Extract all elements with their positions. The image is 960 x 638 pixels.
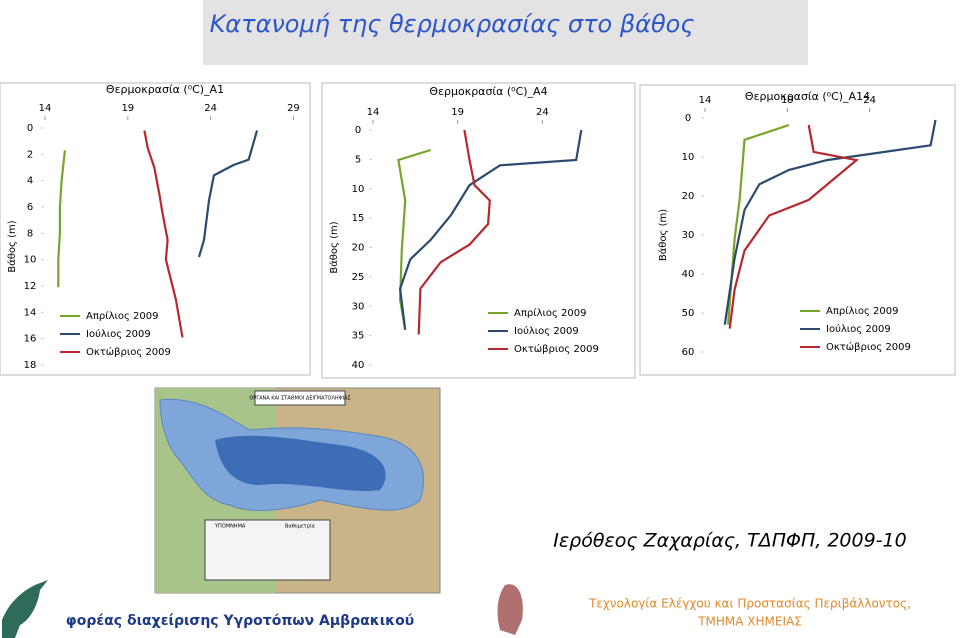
y-tick-label: 6 [27,202,33,213]
y-tick-label: 5 [355,154,361,165]
y-tick-label: 0 [685,113,691,124]
y-tick-label: 15 [352,213,365,224]
legend-label: Οκτώβριος 2009 [86,346,171,358]
y-tick-label: 25 [352,272,365,283]
legend-label: Απρίλιος 2009 [86,310,159,322]
y-tick-label: 0 [355,125,361,136]
emblem-logo [497,584,523,635]
x-tick-label: 19 [451,107,464,118]
y-tick-label: 18 [24,360,37,371]
x-tick-label: 14 [39,103,52,114]
y-tick-label: 50 [682,308,695,319]
chart-frame [321,82,636,379]
x-tick-label: 24 [204,103,217,114]
y-tick-label: 60 [682,347,695,358]
y-tick-label: 30 [682,230,695,241]
series-line [143,130,184,338]
map-bathymetry: Βαθυμετρία [285,523,315,530]
chart-frame [639,84,956,376]
map-legend-title: ΥΠΟΜΝΗΜΑ [214,524,246,530]
legend-label: Ιούλιος 2009 [86,328,151,340]
y-tick-label: 4 [27,176,33,187]
y-tick-label: 20 [682,191,695,202]
x-tick-label: 24 [863,95,876,106]
y-tick-label: 12 [24,281,37,292]
series-line [197,130,259,258]
author: Ιερόθεος Ζαχαρίας, ΤΔΠΦΠ, 2009-10 [553,530,906,552]
map: ΟΡΓΑΝΑ ΚΑΙ ΣΤΑΘΜΟΙ ΔΕΙΓΜΑΤΟΛΗΨΙΑΣ ΥΠΟΜΝΗ… [154,387,441,594]
legend-label: Οκτώβριος 2009 [826,341,911,353]
y-tick-label: 20 [352,243,365,254]
slide-title: Κατανομή της θερμοκρασίας στο βάθος [210,10,695,38]
chart-title: Θερμοκρασία (⁰C)_A1 [106,83,224,96]
y-tick-label: 35 [352,331,365,342]
y-tick-label: 14 [24,307,37,318]
x-tick-label: 14 [699,95,712,106]
chart: Θερμοκρασία (⁰C)_A14 Βάθος (m) 14 19 24 0 10 20… [639,84,956,376]
x-tick-label: 19 [781,95,794,106]
title-banner [203,0,808,65]
x-tick-label: 14 [367,107,380,118]
chart: Θερμοκρασία (⁰C)_A4 Βάθος (m) 14 19 24 0 5 10 15… [321,82,636,379]
map-title: ΟΡΓΑΝΑ ΚΑΙ ΣΤΑΘΜΟΙ ΔΕΙΓΜΑΤΟΛΗΨΙΑΣ [249,396,350,402]
map-legend-box [204,519,331,581]
series-line [57,150,66,288]
series-line [417,129,491,335]
series-line [728,124,859,329]
legend-label: Ιούλιος 2009 [514,325,579,337]
y-axis-label: Βάθος (m) [328,221,340,273]
map-title-box [254,390,346,406]
y-tick-label: 16 [24,334,37,345]
x-tick-label: 24 [536,107,549,118]
footer-right-2: ΤΜΗΜΑ ΧΗΜΕΙΑΣ [697,615,802,629]
footer-left: φορέας διαχείρισης Υγροτόπων Αμβρακικού [66,613,414,629]
series-line [398,129,583,330]
x-tick-label: 19 [121,103,134,114]
y-tick-label: 8 [27,228,33,239]
chart-title: Θερμοκρασία (⁰C)_A4 [429,85,547,98]
y-axis-label: Βάθος (m) [6,220,18,272]
y-tick-label: 2 [27,149,33,160]
chart-frame [0,82,311,376]
series-line [723,119,937,325]
chart-title: Θερμοκρασία (⁰C)_A14 [745,90,870,103]
y-tick-label: 0 [27,123,33,134]
y-tick-label: 40 [352,360,365,371]
bird-logo [2,580,48,638]
legend-label: Απρίλιος 2009 [514,307,587,319]
legend-label: Ιούλιος 2009 [826,323,891,335]
y-axis-label: Βάθος (m) [657,209,669,261]
y-tick-label: 10 [24,255,37,266]
map-deep-water [215,435,386,492]
legend-label: Απρίλιος 2009 [826,305,899,317]
legend-label: Οκτώβριος 2009 [514,343,599,355]
y-tick-label: 40 [682,269,695,280]
x-tick-label: 29 [287,103,300,114]
y-tick-label: 10 [682,152,695,163]
series-line [397,148,431,330]
y-tick-label: 30 [352,301,365,312]
footer-right-1: Τεχνολογία Ελέγχου και Προστασίας Περιβά… [588,597,911,611]
y-tick-label: 10 [352,184,365,195]
